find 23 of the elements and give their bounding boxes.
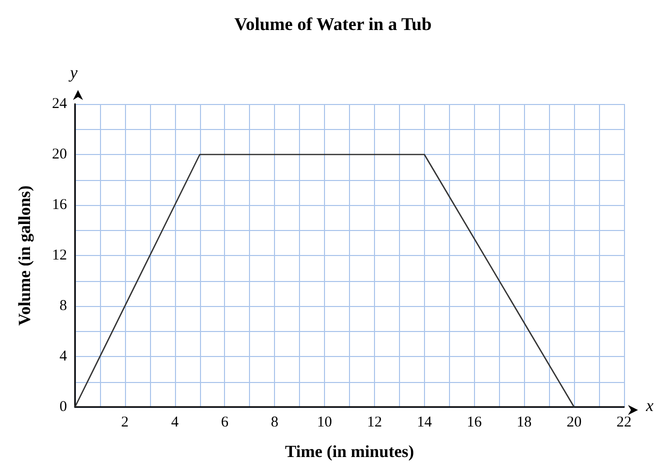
text: x — [645, 396, 654, 415]
y-tick-label: 0 — [60, 399, 67, 415]
x-tick-label: 20 — [566, 414, 582, 430]
x-axis-title: Time (in minutes) — [284, 442, 414, 461]
y-tick-label: 12 — [52, 248, 67, 264]
x-tick-label: 22 — [616, 414, 632, 430]
x-tick-label: 6 — [220, 414, 229, 430]
x-tick-label: 16 — [466, 414, 482, 430]
x-tick-label: 18 — [516, 414, 532, 430]
y-tick-label: 16 — [52, 197, 68, 213]
y-tick-label: 20 — [52, 146, 67, 162]
text: y — [68, 63, 78, 82]
y-tick-label: 8 — [60, 298, 67, 314]
x-tick-label: 8 — [270, 414, 278, 430]
y-axis-title: Volume (in gallons) — [15, 185, 34, 326]
x-tick-label: 14 — [416, 414, 432, 430]
x-tick-label: 10 — [317, 414, 332, 430]
y-tick-label: 4 — [60, 348, 68, 364]
x-tick-label: 2 — [121, 414, 129, 430]
x-tick-label: 4 — [171, 414, 180, 430]
x-tick-label: 12 — [366, 414, 382, 430]
chart-title: Volume of Water in a Tub — [234, 14, 432, 34]
y-tick-label: 24 — [52, 96, 68, 112]
